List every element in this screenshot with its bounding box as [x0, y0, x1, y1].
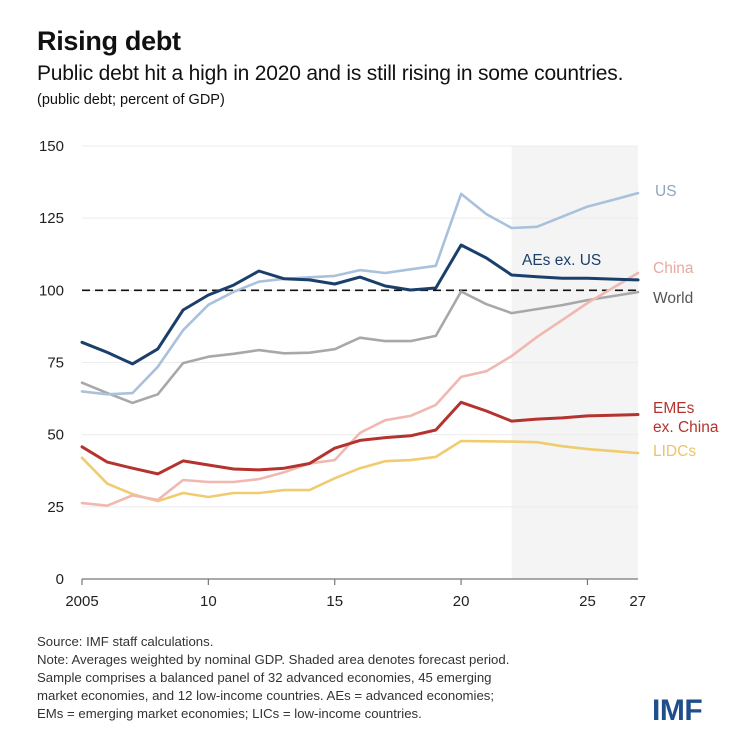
series-label-lidcs: LIDCs: [653, 443, 696, 460]
imf-logo: IMF: [652, 694, 703, 727]
x-tick-label: 27: [629, 593, 646, 610]
chart-title: Rising debt: [37, 26, 181, 56]
y-tick-label: 150: [39, 138, 64, 155]
y-tick-label: 25: [47, 499, 64, 516]
x-tick-label: 10: [200, 593, 217, 610]
y-tick-label: 50: [47, 427, 64, 444]
series-line-emes-ex-china: [80, 400, 640, 476]
x-tick-label: 25: [579, 593, 596, 610]
chart-footnotes: Source: IMF staff calculations. Note: Av…: [37, 633, 677, 723]
y-tick-label: 100: [39, 282, 64, 299]
footnote-abbrev: EMs = emerging market economies; LICs = …: [37, 706, 422, 721]
footnote-sample-cont: market economies, and 12 low-income coun…: [37, 688, 495, 703]
footnote-sample: Sample comprises a balanced panel of 32 …: [37, 670, 492, 685]
series-label-line: EMEs: [653, 400, 695, 417]
x-tick-label: 2005: [65, 593, 98, 610]
series-line-aes-ex-us: [80, 243, 640, 366]
y-tick-label: 0: [56, 571, 64, 588]
series-label-line: ex. China: [653, 419, 719, 436]
series-label-china: China: [653, 260, 694, 277]
series-label-us: US: [655, 183, 677, 200]
series-label-line: AEs ex. US: [522, 252, 601, 269]
series-line-china: [80, 271, 640, 508]
series-label-line: US: [655, 183, 677, 200]
y-tick-label: 125: [39, 210, 64, 227]
series-line-world: [80, 290, 640, 405]
x-tick-label: 20: [453, 593, 470, 610]
chart-subtitle: Public debt hit a high in 2020 and is st…: [37, 62, 624, 85]
series-line-lidcs: [80, 439, 640, 503]
chart-units: (public debt; percent of GDP): [37, 92, 225, 108]
line-chart: 0 25 50 75 100 125 150 2005 10 15 20 25 27 US AEs ex.…: [39, 138, 719, 610]
y-tick-label: 75: [47, 355, 64, 372]
footnote-source: Source: IMF staff calculations.: [37, 634, 214, 649]
series-label-line: LIDCs: [653, 443, 696, 460]
footnote-note: Note: Averages weighted by nominal GDP. …: [37, 652, 510, 667]
series-label-emes-ex-china: EMEs ex. China: [653, 400, 719, 436]
series-label-world: World: [653, 290, 693, 307]
series-label-line: China: [653, 260, 694, 277]
x-tick-label: 15: [326, 593, 343, 610]
series-label-aes-ex-us: AEs ex. US: [522, 252, 601, 269]
series-line-us: [80, 191, 640, 396]
series-label-line: World: [653, 290, 693, 307]
